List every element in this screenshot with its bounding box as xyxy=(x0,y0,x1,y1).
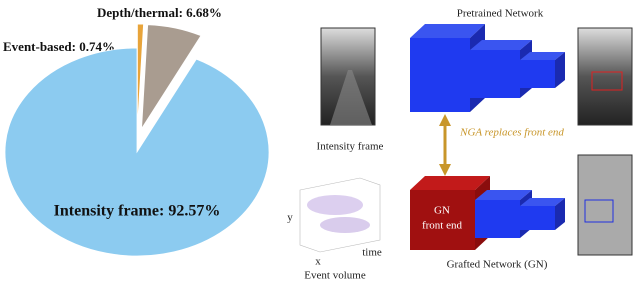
grafted-network xyxy=(410,176,565,250)
pie-slice xyxy=(4,47,270,257)
front-end-label: GN xyxy=(434,205,450,217)
axis-x: x xyxy=(315,256,321,268)
event-volume xyxy=(299,177,381,253)
arrow-label: NGA replaces front end xyxy=(459,127,564,139)
slice-label: Depth/thermal: 6.68% xyxy=(97,5,222,20)
event-output-image xyxy=(577,154,633,256)
pretrained-network xyxy=(410,24,565,112)
grafted-label: Grafted Network (GN) xyxy=(447,259,548,271)
pie-slice xyxy=(141,24,202,131)
pie-slice xyxy=(137,23,144,129)
slice-label: Event-based: 0.74% xyxy=(3,39,115,54)
output-image xyxy=(577,27,633,126)
detection-box xyxy=(591,71,623,91)
axis-time: time xyxy=(362,247,382,259)
front-end-label: front end xyxy=(422,220,463,232)
event-volume-label: Event volume xyxy=(304,270,366,282)
diagram: Intensity frame Pretrained Network NGA r… xyxy=(287,8,633,282)
axis-y: y xyxy=(287,212,293,224)
road xyxy=(330,70,372,125)
detection-box xyxy=(584,199,614,223)
pie-chart: Event-based: 0.74% Depth/thermal: 6.68% In… xyxy=(3,5,270,257)
slice-label: Intensity frame: 92.57% xyxy=(54,203,221,220)
pretrained-label: Pretrained Network xyxy=(457,8,544,20)
intensity-label: Intensity frame xyxy=(317,141,384,153)
